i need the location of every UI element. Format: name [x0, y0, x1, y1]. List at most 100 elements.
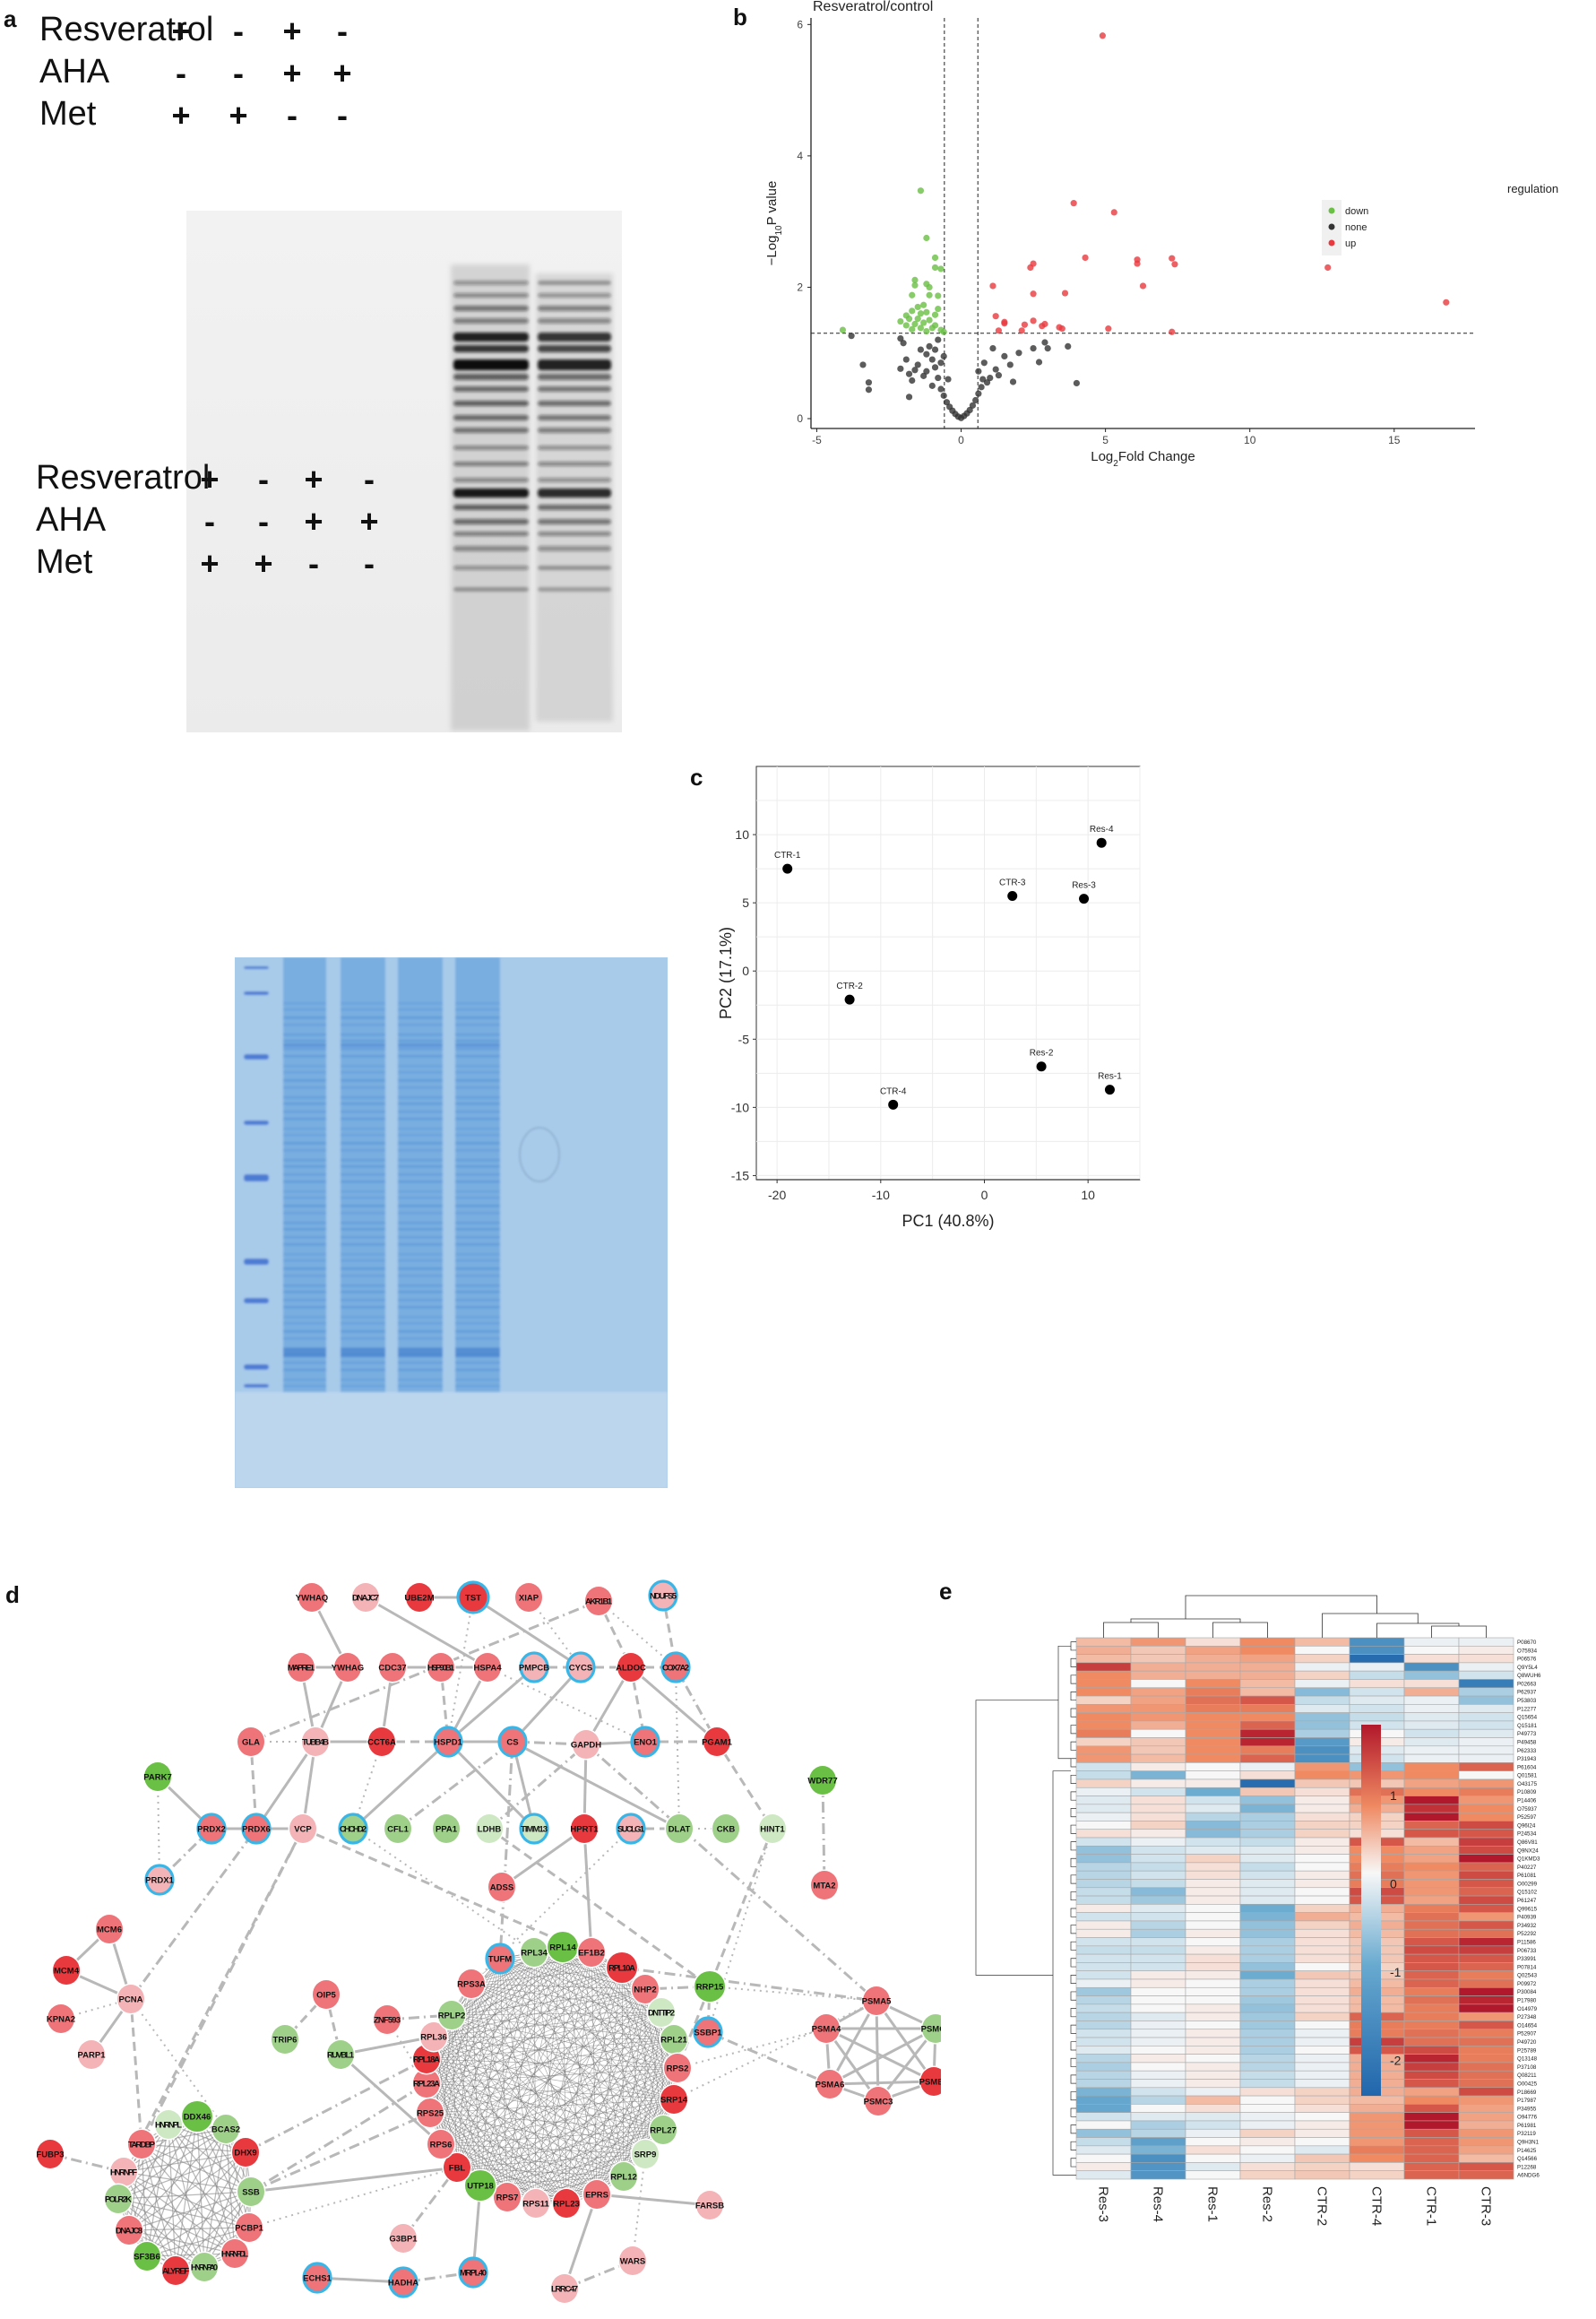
heatmap-cell — [1458, 2162, 1514, 2172]
heatmap-cell — [1075, 1904, 1132, 1913]
heatmap-cell — [1458, 2003, 1514, 2013]
ribosome-cluster-edge — [433, 1988, 646, 2038]
ribosome-cluster-edge — [440, 1983, 472, 2145]
ribosome-cluster-edge — [426, 2082, 675, 2100]
network-edge — [876, 2028, 937, 2102]
heatmap-cell — [1075, 2079, 1132, 2089]
node-label: MCM6 — [97, 1925, 122, 1935]
ribosome-cluster-edge — [562, 1946, 675, 2100]
heatmap-cell — [1294, 1945, 1350, 1955]
network-node: RPS11 — [521, 2187, 551, 2219]
network-edge — [140, 1828, 305, 2145]
heatmap-cell — [1458, 2170, 1514, 2180]
blot-band — [453, 333, 529, 342]
heatmap-cell — [1349, 2112, 1405, 2122]
network-edge — [446, 1740, 536, 1830]
heatmap-cell — [1349, 2137, 1405, 2147]
node-label: RPL14 — [549, 1943, 576, 1953]
heatmap-cell — [1294, 1654, 1350, 1664]
blot-condition-sign: + — [282, 13, 302, 49]
heatmap-cell — [1294, 1928, 1350, 1938]
node-circle — [696, 2191, 723, 2219]
heatmap-cell — [1403, 1812, 1460, 1821]
node-circle — [666, 1814, 693, 1843]
node-circle — [37, 2140, 64, 2168]
ribosome-cluster-edge — [429, 2098, 675, 2114]
heatmap-cell — [1294, 2003, 1350, 2013]
heatmap-cell — [1294, 2128, 1350, 2138]
node-label: ZNF593 — [374, 2016, 401, 2026]
heatmap-cell — [1349, 2145, 1405, 2155]
heatmap-cell — [1458, 2046, 1514, 2055]
heatmap-cell — [1403, 1704, 1460, 1713]
heatmap-cell — [1130, 2145, 1186, 2155]
gel-band — [341, 1369, 385, 1371]
ribosome-cluster-edge — [451, 2014, 625, 2177]
heatmap-row-label: P10809 — [1517, 1789, 1537, 1795]
heatmap-cell — [1185, 1821, 1241, 1830]
node-circle — [476, 1814, 503, 1843]
node-label: TRIP6 — [273, 2036, 298, 2046]
network-node: MCM6 — [94, 1913, 125, 1945]
gel-band — [398, 1024, 443, 1026]
gel-band — [341, 1165, 385, 1168]
heatmap-cell — [1075, 2003, 1132, 2013]
heatmap-cell — [1294, 1846, 1350, 1855]
network-node: CKB — [711, 1813, 741, 1845]
heatmap-cell — [1403, 2137, 1460, 2147]
node-label: PARP1 — [78, 2051, 107, 2061]
blot-band — [538, 546, 611, 551]
heatmap-cell — [1403, 1795, 1460, 1805]
heatmap-cell — [1294, 1895, 1350, 1905]
heatmap-cell — [1075, 1795, 1132, 1805]
node-circle — [390, 2224, 417, 2253]
network-node: BCAS2 — [211, 2113, 241, 2145]
heatmap-cell — [1075, 1912, 1132, 1922]
node-label: RUVBL1 — [327, 2051, 355, 2061]
column-dendrogram — [1103, 1595, 1487, 1638]
point-none — [923, 368, 930, 375]
heatmap-cell — [1239, 1804, 1296, 1813]
gel-band — [455, 1299, 500, 1302]
point-none — [943, 399, 951, 406]
gel-band — [398, 1008, 443, 1011]
blot-condition-sign: + — [282, 55, 302, 91]
blot-band — [538, 318, 611, 324]
point-none — [928, 382, 936, 389]
ribosome-cluster-edge — [562, 1946, 625, 2177]
node-label: PSMC3 — [864, 2098, 893, 2107]
point-none — [1001, 352, 1008, 359]
heatmap-cell — [1130, 2029, 1186, 2038]
heatmap-cell — [1458, 1812, 1514, 1821]
blot-condition-sign: + — [171, 13, 191, 49]
node-circle — [47, 2004, 74, 2033]
splicing-cluster-edge — [141, 2143, 246, 2153]
gel-band — [283, 1275, 326, 1277]
heatmap-cell — [1239, 1762, 1296, 1771]
heatmap-row-label: P37108 — [1517, 2064, 1537, 2071]
blot-condition-label-met: Met — [39, 95, 97, 133]
heatmap-cell — [1458, 1795, 1514, 1805]
network-edge — [829, 2027, 936, 2086]
heatmap-cell — [1075, 2145, 1132, 2155]
heatmap-row-label: Q9H3N1 — [1517, 2140, 1540, 2146]
ribosome-cluster-edge — [506, 2067, 678, 2198]
point-none — [905, 370, 913, 377]
point-down — [920, 319, 927, 326]
splicing-cluster-edge — [123, 2171, 252, 2193]
heatmap-cell — [1075, 1895, 1132, 1905]
gel-band — [341, 1055, 385, 1058]
heatmap-cell — [1130, 1720, 1186, 1730]
dendrogram-branch — [1070, 1974, 1076, 1984]
gel-band — [283, 1142, 326, 1145]
colorbar-tick-label: -2 — [1390, 2054, 1402, 2068]
node-circle — [811, 1871, 838, 1899]
heatmap-cell — [1239, 1986, 1296, 1996]
point-up — [1001, 320, 1008, 327]
heatmap-cell — [1294, 1953, 1350, 1963]
heatmap-cell — [1130, 1795, 1186, 1805]
blot-condition-sign: - — [233, 55, 244, 91]
gel-band — [455, 1337, 500, 1340]
gel-band — [398, 1040, 443, 1043]
splicing-cluster-edge — [128, 2116, 198, 2231]
